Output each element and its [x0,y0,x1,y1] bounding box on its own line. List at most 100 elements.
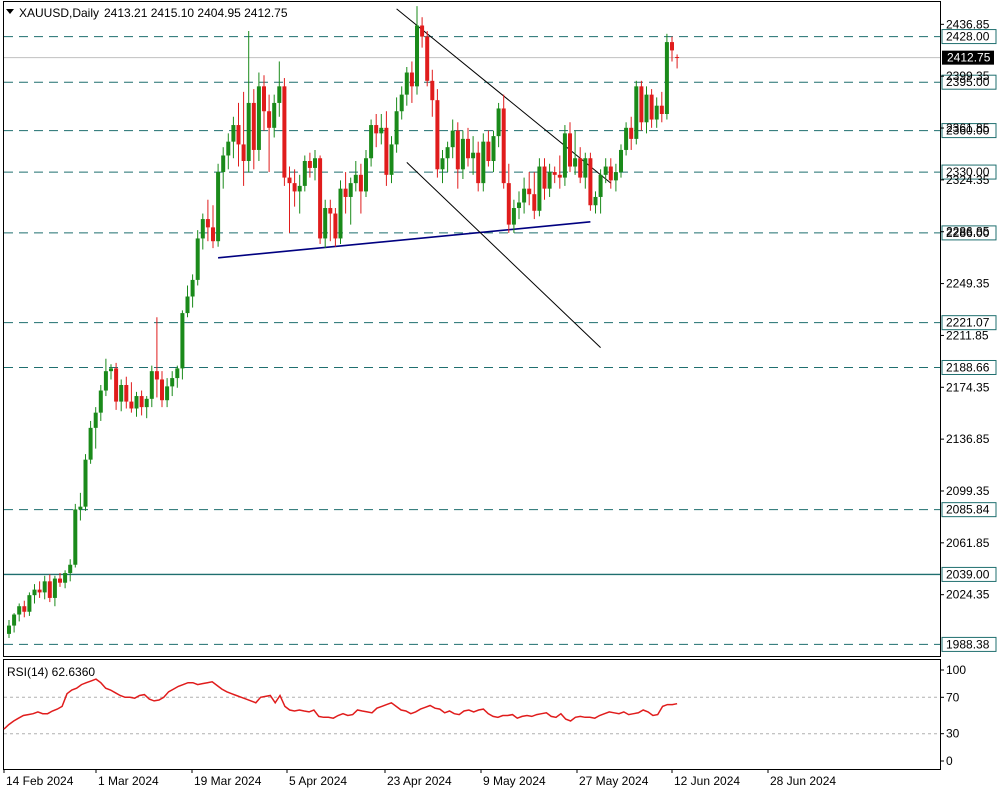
level-tag-3 [941,164,997,180]
candle-body-60 [313,158,317,168]
candle-body-130 [670,42,674,51]
candle-body-52 [272,102,277,128]
candle-body-99 [511,208,516,225]
candle-body-41 [216,172,221,242]
candle-body-9 [52,578,57,598]
level-tag-9 [941,636,997,652]
level-tag-8 [941,566,997,582]
candle-body-109 [562,133,567,178]
candle-body-35 [185,296,190,314]
candle-body-89 [460,138,465,170]
candle-body-29 [154,371,159,380]
level-tag-4 [941,225,997,241]
candle-body-80 [415,25,419,87]
candle-body-129 [664,42,669,114]
ohlc-header: 2413.21 2415.10 2404.95 2412.75 [104,6,288,20]
candle-body-36 [190,279,195,297]
price-axis: 2436.85 2399.35 2361.85 2324.35 2286.85 2249.… [940,17,990,602]
candle-body-88 [455,130,460,170]
candlesticks [7,6,680,639]
level-tag-label-9: 1988.38 [946,637,990,651]
rsi-series [3,678,940,735]
y-tick-label-6: 2211.85 [946,328,989,342]
candle-body-48 [251,102,256,150]
x-tick-label-4: 23 Apr 2024 [387,774,452,788]
candle-body-16 [88,427,93,460]
candle-body-93 [481,141,486,184]
symbol-dropdown-icon[interactable] [6,9,14,14]
candle-body-28 [149,371,154,399]
candle-body-126 [649,94,654,120]
candle-body-11 [63,573,68,583]
candle-body-71 [369,125,374,159]
candle-body-95 [491,136,496,162]
x-tick-label-6: 27 May 2024 [579,774,649,788]
candle-body-100 [517,202,521,209]
candle-body-79 [409,72,414,87]
candle-body-51 [267,111,272,128]
candle-body-63 [328,208,333,214]
candle-body-102 [527,188,532,195]
rsi-tick-label-0: 100 [946,663,966,677]
candle-body-124 [639,86,644,123]
candle-body-84 [435,100,440,170]
candle-body-30 [160,379,164,401]
y-tick-label-0: 2436.85 [946,17,990,31]
last-price-tag [942,50,994,65]
candle-body-13 [73,509,78,565]
x-tick-label-7: 12 Jun 2024 [674,774,740,788]
candle-body-32 [170,378,175,387]
symbol-label: XAUUSD,Daily [19,6,99,20]
candle-body-49 [256,86,261,150]
candle-body-8 [47,581,52,598]
rsi-tick-label-2: 30 [946,727,960,741]
candle-body-25 [134,396,139,409]
candle-body-42 [221,155,226,173]
candle-body-123 [634,86,639,139]
candle-body-19 [103,371,108,391]
candle-body-26 [139,396,144,408]
candle-body-94 [486,141,491,162]
candle-body-46 [241,144,246,162]
candle-body-6 [37,589,42,593]
candle-body-38 [200,219,205,239]
candle-body-83 [430,80,435,101]
candle-body-116 [598,174,603,197]
candle-body-59 [307,161,312,168]
candle-body-37 [195,238,200,280]
candle-body-50 [262,86,266,112]
candle-body-122 [629,127,634,139]
candle-body-70 [364,158,368,192]
candle-body-127 [654,105,659,120]
candle-body-2 [17,606,22,615]
candle-body-92 [476,152,481,184]
candle-body-18 [98,390,103,413]
level-tag-label-6: 2188.66 [946,360,990,374]
candle-body-104 [537,166,542,211]
level-tag-label-3: 2330.00 [946,165,990,179]
y-tick-label-1: 2399.35 [946,69,990,83]
candle-body-17 [93,412,98,428]
time-axis: 14 Feb 2024 1 Mar 2024 19 Mar 2024 5 Apr 20… [3,769,836,788]
rsi-line [3,678,678,730]
candle-body-68 [353,174,358,184]
candle-body-34 [180,313,185,369]
candle-body-121 [624,127,629,150]
candle-body-53 [277,86,282,103]
rsi-tick-label-1: 70 [946,690,960,704]
candle-body-14 [78,506,83,510]
candle-body-118 [608,166,613,181]
candle-body-39 [205,219,210,228]
y-tick-label-9: 2099.35 [946,484,990,498]
y-tick-label-8: 2136.85 [946,432,990,446]
candle-body-72 [374,125,379,134]
candle-body-61 [318,158,323,239]
x-tick-label-3: 5 Apr 2024 [289,774,347,788]
candle-body-128 [659,105,664,114]
candle-body-77 [399,94,404,112]
candle-body-7 [42,581,47,593]
candle-body-110 [568,133,572,167]
x-tick-label-2: 19 Mar 2024 [194,774,262,788]
candle-body-91 [471,152,476,159]
